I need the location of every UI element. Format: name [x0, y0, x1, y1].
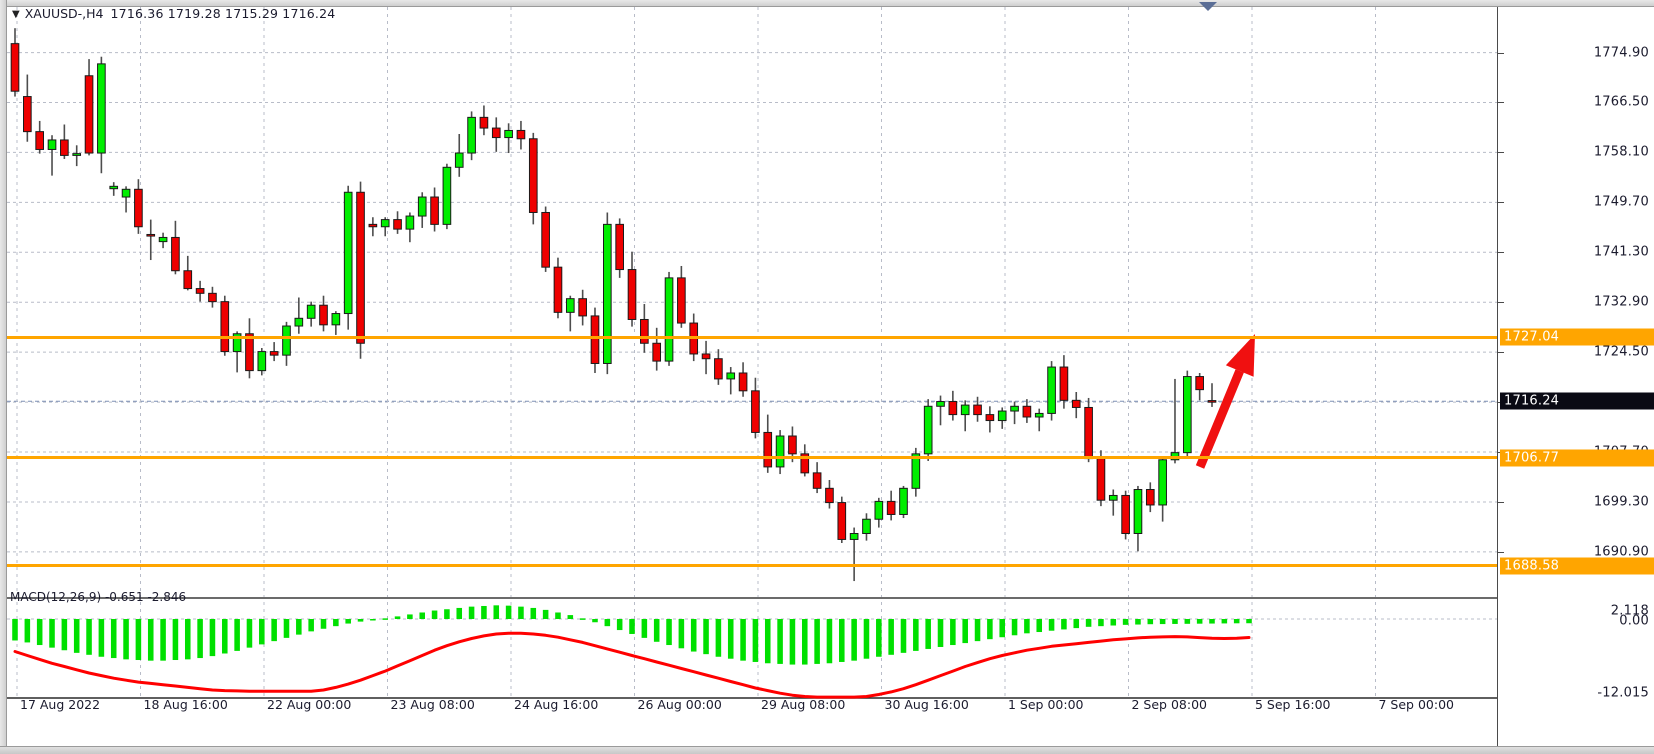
- macd-indicator-pane: [12, 605, 1252, 699]
- price-level-line[interactable]: [7, 456, 1497, 460]
- price-level-line[interactable]: [7, 335, 1497, 339]
- price-axis-tick-label: 1749.70: [1593, 194, 1649, 210]
- axis-tick: [1498, 102, 1504, 104]
- time-axis-label: 22 Aug 00:00: [267, 697, 352, 712]
- axis-tick: [1498, 52, 1504, 54]
- time-axis-label: 2 Sep 08:00: [1131, 697, 1207, 712]
- axis-tick: [1498, 352, 1504, 354]
- axis-tick: [1498, 252, 1504, 254]
- axis-tick: [1498, 152, 1504, 154]
- price-axis-tick-label: 1758.10: [1593, 144, 1649, 160]
- grid-layer: [7, 7, 1497, 699]
- price-axis-tick-label: 1690.90: [1593, 544, 1649, 560]
- time-axis-label: 17 Aug 2022: [20, 697, 101, 712]
- time-axis-label: 18 Aug 16:00: [143, 697, 228, 712]
- time-axis-label: 26 Aug 00:00: [637, 697, 722, 712]
- macd-axis-tick-label: 2.118: [1610, 603, 1649, 619]
- macd-axis-tick-label: -12.015: [1597, 685, 1649, 701]
- axis-tick: [1498, 202, 1504, 204]
- chart-top-marker-icon[interactable]: [1199, 2, 1217, 11]
- chart-canvas[interactable]: [7, 7, 1497, 746]
- window-top-chrome: [0, 0, 1654, 7]
- window-left-chrome: [0, 0, 7, 746]
- price-axis-tick-label: 1741.30: [1593, 244, 1649, 260]
- window-bottom-chrome: [0, 746, 1654, 754]
- price-axis-tick-label: 1699.30: [1593, 494, 1649, 510]
- macd-legend: MACD(12,26,9) -0.651 -2.846: [10, 590, 187, 604]
- axis-tick: [1498, 302, 1504, 304]
- price-level-line[interactable]: [7, 564, 1497, 568]
- time-axis-label: 24 Aug 16:00: [514, 697, 599, 712]
- current-price-badge: 1716.24: [1500, 392, 1654, 410]
- price-level-badge[interactable]: 1706.77: [1500, 449, 1654, 467]
- price-level-badge[interactable]: 1727.04: [1500, 328, 1654, 346]
- time-axis-label: 1 Sep 00:00: [1008, 697, 1084, 712]
- time-axis-label: 23 Aug 08:00: [390, 697, 475, 712]
- price-axis-tick-label: 1774.90: [1593, 45, 1649, 61]
- time-axis-label: 7 Sep 00:00: [1378, 697, 1454, 712]
- axis-tick: [1498, 501, 1504, 503]
- price-axis-tick-label: 1724.50: [1593, 344, 1649, 360]
- symbol-label: XAUUSD-,H4: [24, 6, 104, 21]
- time-axis-label: 5 Sep 16:00: [1255, 697, 1331, 712]
- candlestick-series: [10, 28, 1217, 582]
- price-level-badge[interactable]: 1688.58: [1500, 557, 1654, 575]
- price-axis-tick-label: 1732.90: [1593, 294, 1649, 310]
- ohlc-values: 1716.36 1719.28 1715.29 1716.24: [110, 6, 336, 21]
- time-axis-label: 30 Aug 16:00: [884, 697, 969, 712]
- price-axis-tick-label: 1766.50: [1593, 94, 1649, 110]
- annotation-layer[interactable]: [7, 7, 1497, 746]
- triangle-down-icon[interactable]: ▼: [12, 9, 20, 20]
- price-axis[interactable]: 1774.90 1766.50 1758.10 1749.70 1741.30 1732.…: [1497, 7, 1654, 746]
- axis-tick: [1498, 551, 1504, 553]
- time-axis-label: 29 Aug 08:00: [761, 697, 846, 712]
- symbol-header: ▼ XAUUSD-,H4 1716.36 1719.28 1715.29 1716.…: [12, 6, 335, 21]
- macd-axis-tick-label: 0.00: [1619, 613, 1649, 629]
